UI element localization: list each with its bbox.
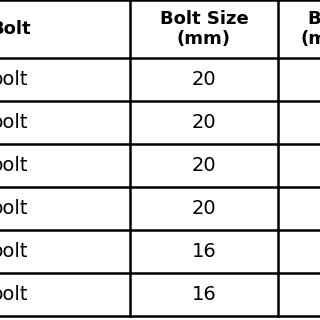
Text: 20: 20 <box>192 199 216 218</box>
Text: bolt: bolt <box>0 285 28 304</box>
Text: 20: 20 <box>192 113 216 132</box>
Text: bolt: bolt <box>0 113 28 132</box>
Text: bolt: bolt <box>0 70 28 89</box>
Text: bolt: bolt <box>0 199 28 218</box>
Text: Bol
(mm: Bol (mm <box>300 10 320 48</box>
Text: 20: 20 <box>192 156 216 175</box>
Text: Bolt: Bolt <box>0 20 31 38</box>
Text: 16: 16 <box>192 285 216 304</box>
Text: bolt: bolt <box>0 156 28 175</box>
Text: 16: 16 <box>192 242 216 261</box>
Text: 20: 20 <box>192 70 216 89</box>
Text: bolt: bolt <box>0 242 28 261</box>
Text: Bolt Size
(mm): Bolt Size (mm) <box>160 10 248 48</box>
